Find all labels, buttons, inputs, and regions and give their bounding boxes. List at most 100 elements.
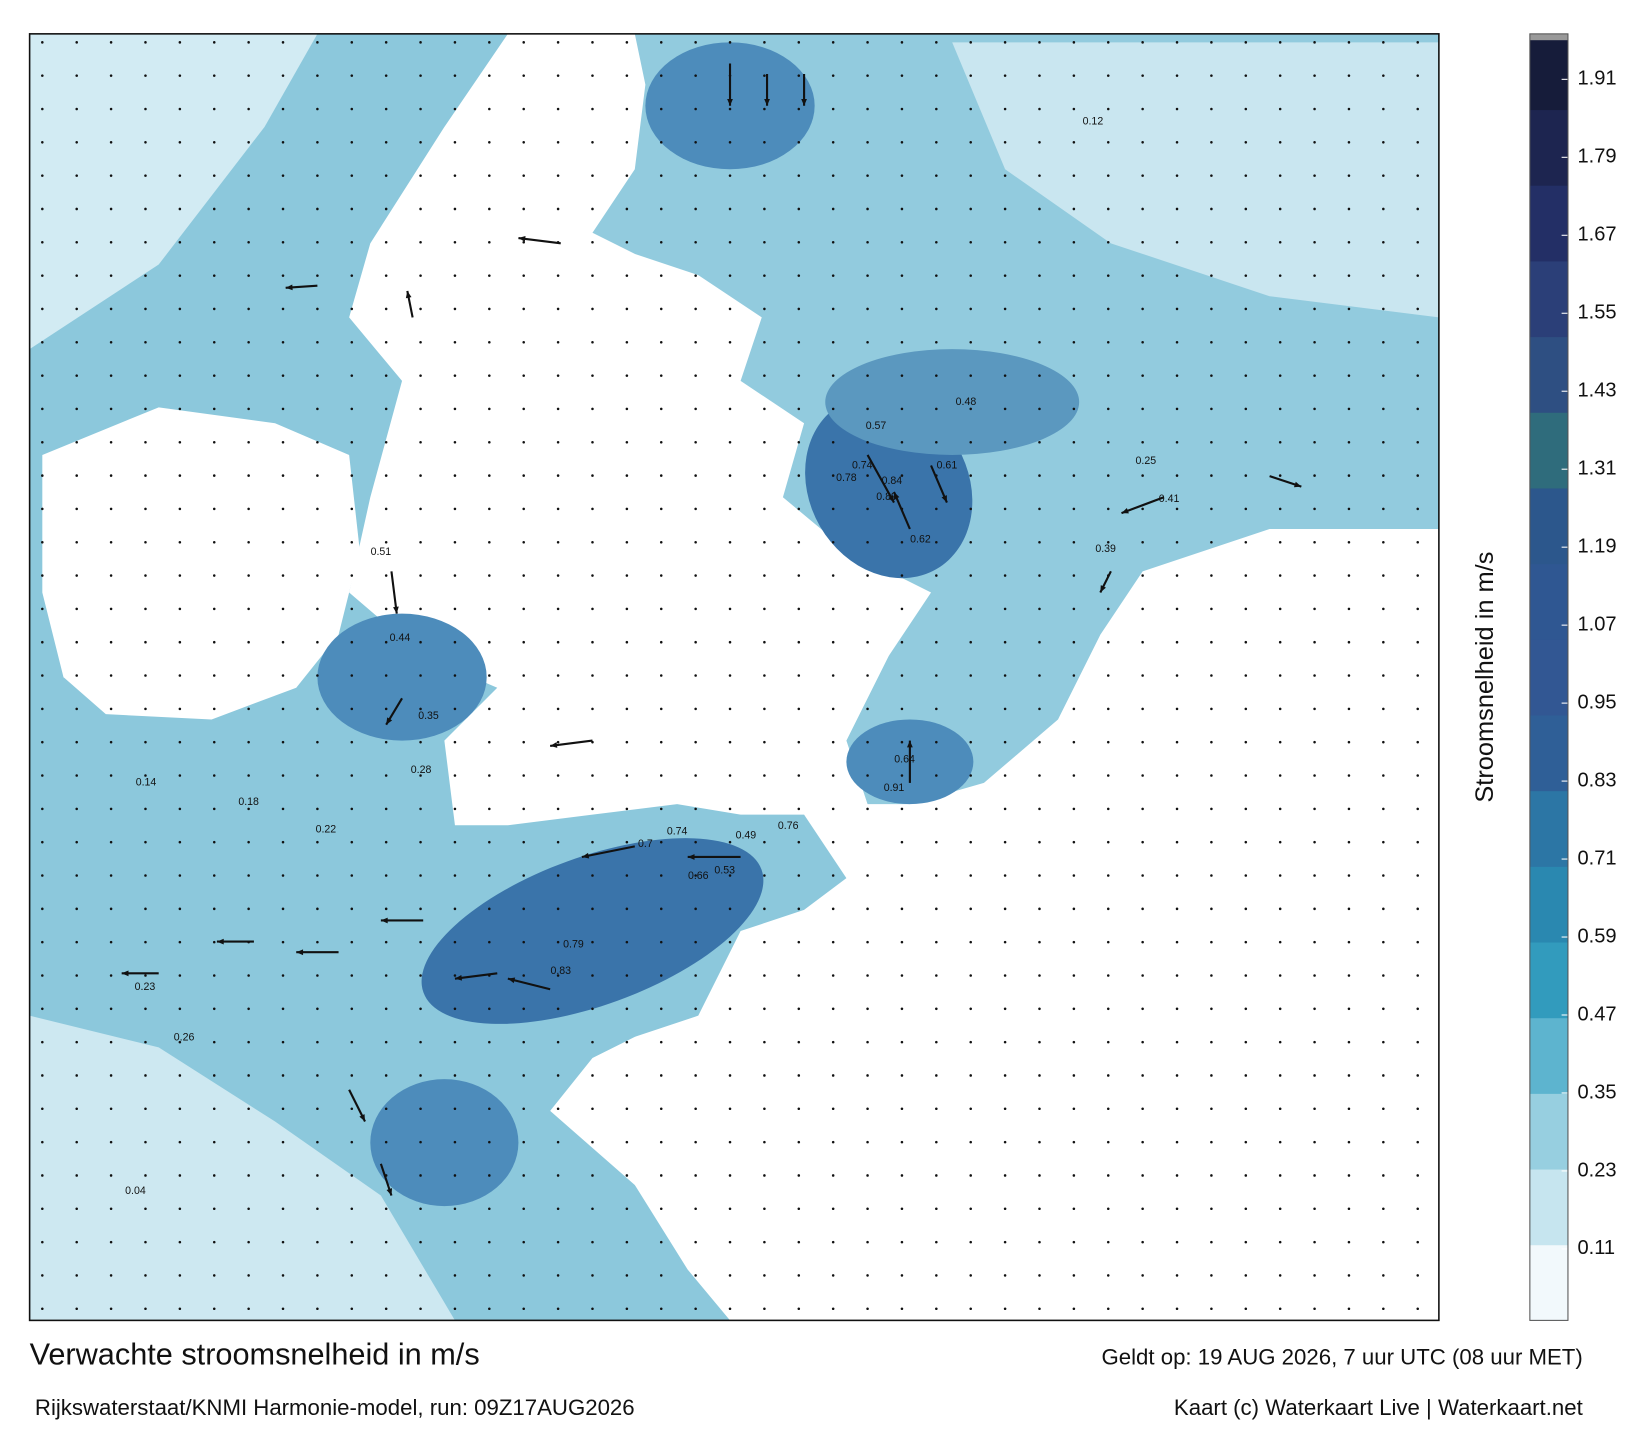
grid-dot [1416, 1207, 1419, 1211]
grid-dot [178, 1240, 182, 1244]
grid-dot [1210, 74, 1213, 77]
grid-dot [488, 1107, 491, 1111]
grid-dot [969, 207, 972, 211]
grid-dot [212, 207, 216, 211]
title: Verwachte stroomsnelheid in m/s [30, 1336, 480, 1371]
grid-dot [1347, 540, 1351, 544]
grid-dot [900, 1174, 904, 1177]
grid-dot [109, 574, 113, 577]
grid-dot [694, 907, 697, 911]
grid-dot [831, 674, 835, 677]
grid-dot [453, 1240, 457, 1244]
grid-dot [935, 1240, 938, 1244]
grid-dot [522, 1140, 525, 1144]
grid-dot [935, 507, 938, 511]
grid-dot [178, 207, 182, 211]
grid-dot [866, 840, 869, 844]
grid-dot [109, 607, 113, 611]
grid-dot [659, 340, 663, 344]
grid-dot [75, 141, 78, 144]
grid-dot [1382, 807, 1385, 811]
grid-dot [419, 41, 422, 44]
grid-dot [41, 674, 44, 677]
grid-dot [453, 607, 457, 611]
grid-dot [281, 840, 285, 844]
grid-dot [1175, 107, 1179, 111]
grid-dot [350, 474, 354, 477]
grid-dot [969, 974, 972, 977]
grid-dot [419, 274, 422, 277]
grid-dot [350, 1040, 354, 1044]
grid-dot [350, 407, 354, 411]
grid-dot [384, 1107, 388, 1111]
colorbar-tick-label: 1.79 [1577, 146, 1616, 168]
grid-dot [453, 1040, 457, 1044]
grid-dot [281, 1040, 285, 1044]
grid-dot [144, 241, 147, 244]
grid-dot [866, 507, 869, 511]
grid-dot [488, 1074, 491, 1077]
grid-dot [1003, 374, 1007, 377]
grid-dot [419, 1307, 422, 1311]
grid-dot [41, 141, 44, 144]
grid-dot [384, 107, 388, 111]
grid-dot [1072, 41, 1076, 44]
grid-dot [1072, 1274, 1076, 1277]
grid-dot [1347, 940, 1351, 944]
arrow-head [380, 917, 388, 924]
grid-dot [1003, 1107, 1007, 1111]
grid-dot [659, 107, 663, 111]
grid-dot [212, 574, 216, 577]
grid-dot [41, 107, 44, 111]
grid-dot [1072, 540, 1076, 544]
grid-dot [659, 774, 663, 777]
grid-dot [1210, 574, 1213, 577]
grid-dot [969, 774, 972, 777]
grid-dot [831, 1274, 835, 1277]
grid-dot [1210, 774, 1213, 777]
grid-dot [728, 207, 732, 211]
grid-dot [384, 1140, 388, 1144]
grid-dot [900, 740, 904, 744]
grid-dot [969, 640, 972, 644]
grid-dot [1106, 74, 1110, 77]
grid-dot [1038, 640, 1041, 644]
grid-dot [797, 1307, 801, 1311]
grid-dot [281, 640, 285, 644]
arrow-head [121, 970, 129, 977]
grid-dot [1313, 874, 1316, 877]
grid-dot [1313, 1040, 1316, 1044]
grid-dot [1347, 740, 1351, 744]
grid-dot [1072, 374, 1076, 377]
grid-dot [763, 1274, 766, 1277]
grid-dot [1244, 1140, 1248, 1144]
grid-dot [1003, 840, 1007, 844]
grid-dot [728, 407, 732, 411]
grid-dot [694, 1074, 697, 1077]
grid-dot [350, 107, 354, 111]
current-label: 0.84 [882, 475, 903, 487]
grid-dot [453, 474, 457, 477]
grid-dot [144, 141, 147, 144]
grid-dot [350, 507, 354, 511]
grid-dot [1003, 574, 1007, 577]
grid-dot [1244, 407, 1248, 411]
grid-dot [212, 1007, 216, 1011]
grid-dot [935, 1074, 938, 1077]
grid-dot [797, 1140, 801, 1144]
grid-dot [522, 807, 525, 811]
grid-dot [316, 674, 319, 677]
grid-dot [866, 174, 869, 177]
grid-dot [109, 474, 113, 477]
grid-dot [1003, 807, 1007, 811]
grid-dot [1141, 141, 1144, 144]
grid-dot [763, 1140, 766, 1144]
grid-dot [659, 874, 663, 877]
grid-dot [522, 540, 525, 544]
grid-dot [797, 1040, 801, 1044]
grid-dot [556, 874, 560, 877]
grid-dot [659, 707, 663, 711]
grid-dot [1072, 107, 1076, 111]
grid-dot [1244, 1074, 1248, 1077]
grid-dot [763, 307, 766, 311]
